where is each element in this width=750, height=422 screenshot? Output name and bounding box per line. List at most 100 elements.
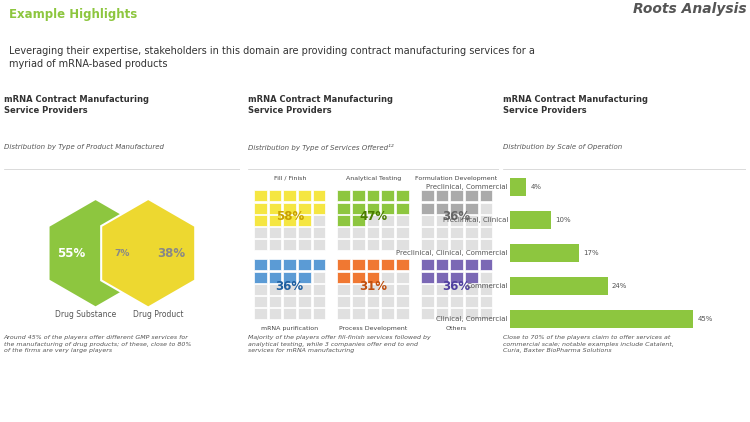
Bar: [510, 179, 526, 196]
Bar: [284, 272, 296, 283]
Text: Fill / Finish: Fill / Finish: [274, 176, 306, 181]
Text: mRNA Contract Manufacturing
Service Providers: mRNA Contract Manufacturing Service Prov…: [503, 95, 647, 115]
Bar: [254, 260, 267, 271]
Bar: [382, 284, 394, 295]
Bar: [510, 310, 693, 328]
Bar: [268, 215, 281, 226]
Bar: [254, 272, 267, 283]
Bar: [338, 215, 350, 226]
Bar: [436, 260, 448, 271]
Bar: [465, 215, 478, 226]
Bar: [421, 260, 434, 271]
Bar: [436, 296, 448, 307]
Bar: [254, 227, 267, 238]
Bar: [268, 190, 281, 201]
Bar: [450, 215, 463, 226]
Text: ☎: ☎: [656, 395, 672, 408]
Bar: [268, 272, 281, 283]
Bar: [338, 260, 350, 271]
Bar: [396, 284, 409, 295]
Text: Preclinical, Commercial: Preclinical, Commercial: [426, 184, 508, 190]
Bar: [396, 203, 409, 214]
Polygon shape: [49, 199, 142, 308]
Bar: [367, 272, 380, 283]
Bar: [436, 227, 448, 238]
Bar: [313, 203, 326, 214]
Bar: [367, 227, 380, 238]
Bar: [367, 260, 380, 271]
Bar: [465, 308, 478, 319]
Bar: [465, 296, 478, 307]
Bar: [367, 308, 380, 319]
Bar: [421, 239, 434, 250]
Bar: [510, 244, 579, 262]
Bar: [284, 284, 296, 295]
Text: 55%: 55%: [57, 247, 85, 260]
Text: 24%: 24%: [612, 283, 627, 289]
Bar: [450, 239, 463, 250]
Bar: [396, 296, 409, 307]
Bar: [396, 239, 409, 250]
Bar: [367, 284, 380, 295]
Bar: [479, 284, 492, 295]
Bar: [421, 284, 434, 295]
Bar: [298, 296, 310, 307]
Bar: [421, 215, 434, 226]
Bar: [268, 308, 281, 319]
Bar: [450, 260, 463, 271]
Bar: [421, 190, 434, 201]
Bar: [465, 260, 478, 271]
Bar: [479, 260, 492, 271]
Text: Majority of the players offer fill-finish services followed by
analytical testin: Majority of the players offer fill-finis…: [248, 335, 430, 353]
Bar: [298, 272, 310, 283]
Bar: [450, 272, 463, 283]
Bar: [352, 308, 364, 319]
Text: sales@rootsanalysis.com: sales@rootsanalysis.com: [306, 397, 444, 407]
Bar: [268, 203, 281, 214]
Bar: [479, 296, 492, 307]
Bar: [367, 296, 380, 307]
Polygon shape: [101, 199, 195, 308]
Text: Distribution by Type of Product Manufactured: Distribution by Type of Product Manufact…: [4, 144, 164, 150]
Bar: [313, 227, 326, 238]
Bar: [436, 239, 448, 250]
Bar: [338, 239, 350, 250]
Bar: [396, 272, 409, 283]
Bar: [465, 227, 478, 238]
Bar: [421, 203, 434, 214]
Text: Leveraging their expertise, stakeholders in this domain are providing contract m: Leveraging their expertise, stakeholders…: [9, 46, 535, 69]
Text: Formulation Development: Formulation Development: [416, 176, 497, 181]
Bar: [284, 296, 296, 307]
Bar: [254, 296, 267, 307]
Bar: [254, 203, 267, 214]
Bar: [465, 272, 478, 283]
Bar: [436, 284, 448, 295]
Bar: [421, 308, 434, 319]
Bar: [382, 239, 394, 250]
Bar: [268, 296, 281, 307]
Bar: [352, 239, 364, 250]
Bar: [510, 277, 608, 295]
Bar: [268, 260, 281, 271]
Text: Around 45% of the players offer different GMP services for
the manufacturing of : Around 45% of the players offer differen…: [4, 335, 191, 353]
Bar: [382, 272, 394, 283]
Text: Preclinical, Clinical, Commercial: Preclinical, Clinical, Commercial: [397, 250, 508, 256]
Bar: [352, 203, 364, 214]
Bar: [313, 239, 326, 250]
Text: www.RootsAnalysis.com: www.RootsAnalysis.com: [41, 397, 175, 407]
Bar: [254, 215, 267, 226]
Bar: [450, 227, 463, 238]
Text: 58%: 58%: [275, 211, 304, 224]
Text: Drug Product: Drug Product: [133, 310, 183, 319]
Bar: [284, 308, 296, 319]
Bar: [436, 308, 448, 319]
Bar: [298, 215, 310, 226]
Bar: [352, 284, 364, 295]
Bar: [352, 296, 364, 307]
Text: Commercial: Commercial: [466, 283, 508, 289]
Bar: [338, 272, 350, 283]
Text: 36%: 36%: [442, 280, 470, 292]
Bar: [479, 227, 492, 238]
Text: Example Highlights: Example Highlights: [9, 8, 137, 21]
Text: Drug Substance: Drug Substance: [55, 310, 116, 319]
